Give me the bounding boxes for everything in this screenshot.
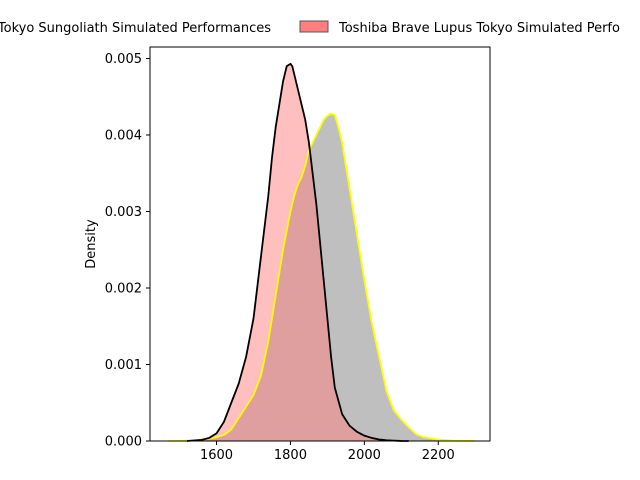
y-axis: 0.000 0.001 0.002 0.003 0.004 0.005	[105, 52, 150, 450]
series-2-area	[186, 63, 409, 441]
x-tick-label: 1800	[274, 448, 307, 463]
y-tick-label: 0.005	[105, 52, 142, 67]
y-tick-label: 0.001	[105, 358, 142, 373]
y-tick-label: 0.003	[105, 205, 142, 220]
x-axis: 1600 1800 2000 2200	[200, 441, 455, 463]
series-1-line	[168, 112, 476, 442]
y-tick-label: 0.002	[105, 281, 142, 296]
legend: Tokyo Sungoliath Simulated Performances T…	[0, 20, 620, 36]
y-tick-label: 0.000	[105, 435, 142, 450]
series-2-line	[186, 62, 409, 442]
series-layer	[168, 62, 476, 442]
legend-label-2: Toshiba Brave Lupus Tokyo Simulated Perf…	[338, 21, 620, 36]
legend-swatch-2	[299, 20, 329, 33]
y-axis-title: Density	[84, 219, 99, 269]
x-tick-label: 1600	[200, 448, 233, 463]
plot-frame	[149, 46, 491, 442]
x-tick-label: 2200	[422, 448, 455, 463]
legend-label-1: Tokyo Sungoliath Simulated Performances	[0, 21, 271, 36]
x-tick-label: 2000	[348, 448, 381, 463]
y-tick-label: 0.004	[105, 128, 142, 143]
